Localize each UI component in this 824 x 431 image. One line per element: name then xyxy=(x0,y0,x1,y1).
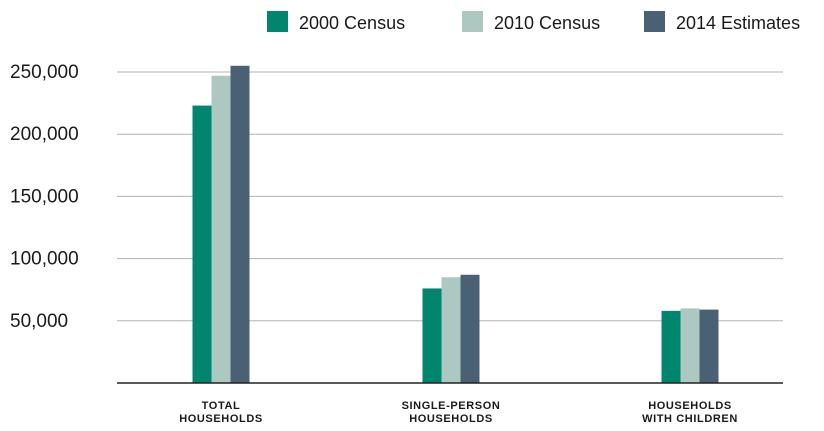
legend-label: 2010 Census xyxy=(494,13,600,33)
y-tick-label: 100,000 xyxy=(10,249,79,270)
y-tick-label: 150,000 xyxy=(10,186,79,207)
bar-2010-census xyxy=(441,277,461,383)
legend-swatch xyxy=(267,11,288,32)
legend-swatch xyxy=(644,11,665,32)
bar-2014-estimates xyxy=(230,65,250,383)
x-category-label: SINGLE-PERSON xyxy=(402,400,501,412)
y-axis-ticks: 50,000 100,000 150,000 200,000 250,000 xyxy=(10,62,79,332)
bar-2014-estimates xyxy=(699,309,719,383)
legend-swatch xyxy=(462,11,483,32)
bar-2000-census xyxy=(661,310,681,383)
bar-2000-census xyxy=(192,105,212,383)
legend-label: 2014 Estimates xyxy=(676,13,800,33)
bar-2014-estimates xyxy=(460,274,480,383)
x-category-label: TOTAL xyxy=(202,400,241,412)
legend: 2000 Census 2010 Census 2014 Estimates xyxy=(267,11,800,33)
x-category-label: HOUSEHOLDS xyxy=(409,413,493,425)
x-axis-categories: TOTALHOUSEHOLDSSINGLE-PERSONHOUSEHOLDSHO… xyxy=(179,400,738,425)
x-category-label: HOUSEHOLDS xyxy=(179,413,263,425)
bars xyxy=(192,65,719,384)
bar-2010-census xyxy=(211,75,231,384)
x-category-label: HOUSEHOLDS xyxy=(648,400,732,412)
bar-2000-census xyxy=(422,288,442,383)
x-category-label: WITH CHILDREN xyxy=(642,413,738,425)
legend-label: 2000 Census xyxy=(299,13,405,33)
y-tick-label: 250,000 xyxy=(10,62,79,83)
bar-2010-census xyxy=(680,308,700,383)
y-tick-label: 50,000 xyxy=(10,311,68,332)
y-tick-label: 200,000 xyxy=(10,124,79,145)
